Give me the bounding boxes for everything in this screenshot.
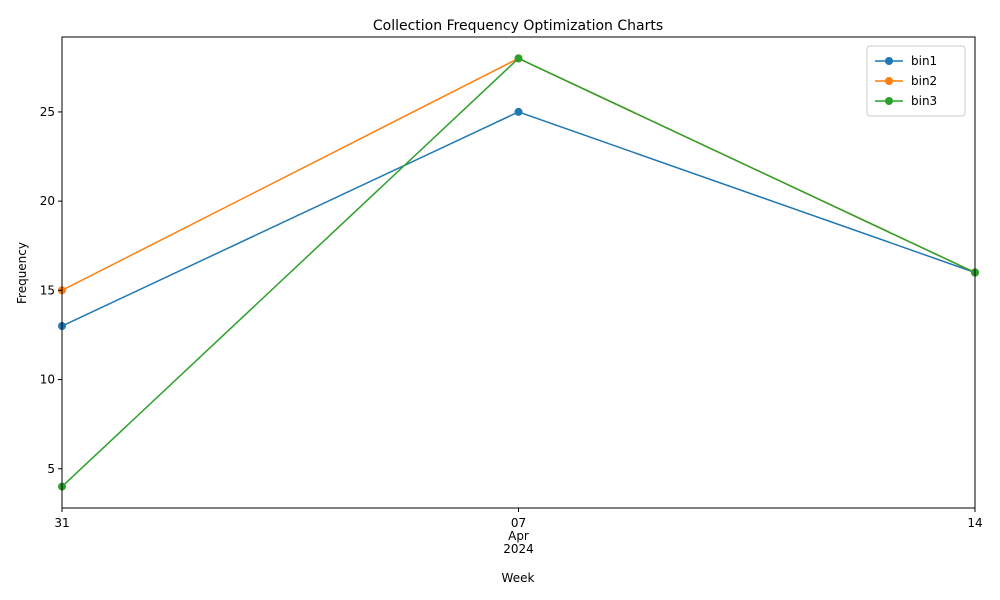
plot-area <box>58 54 979 491</box>
legend-marker-bin3 <box>885 97 893 105</box>
y-axis-title: Frequency <box>15 242 29 304</box>
legend: bin1 bin2 bin3 <box>866 45 966 117</box>
x-tick-label: 31 <box>54 516 69 530</box>
y-tick-label: 15 <box>40 283 55 297</box>
y-tick-label: 5 <box>47 462 55 476</box>
y-tick-label: 20 <box>40 194 55 208</box>
legend-marker-bin2 <box>885 77 893 85</box>
y-tick-label: 10 <box>40 373 55 387</box>
legend-label-bin1: bin1 <box>911 54 937 68</box>
legend-label-bin3: bin3 <box>911 94 937 108</box>
legend-label-bin2: bin2 <box>911 74 937 88</box>
chart-title: Collection Frequency Optimization Charts <box>373 18 663 34</box>
axes-frame <box>61 36 976 509</box>
x-tick-label: 2024 <box>503 542 534 556</box>
y-tick-label: 25 <box>40 105 55 119</box>
y-axis-ticks: 5 10 15 20 25 <box>40 105 62 476</box>
legend-marker-bin1 <box>885 57 893 65</box>
x-axis-title: Week <box>502 571 535 585</box>
data-point-bin3 <box>514 54 523 63</box>
x-tick-label: 07 <box>511 516 526 530</box>
x-tick-label: Apr <box>508 529 529 543</box>
data-point-bin1 <box>514 107 523 116</box>
x-tick-label: 14 <box>967 516 982 530</box>
